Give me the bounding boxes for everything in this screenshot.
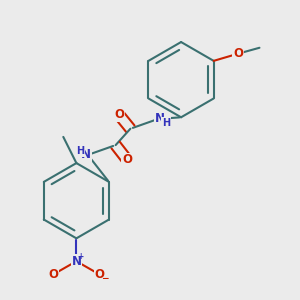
Text: H: H xyxy=(76,146,84,156)
Text: −: − xyxy=(101,274,108,283)
Text: O: O xyxy=(114,108,124,121)
Text: N: N xyxy=(155,112,165,125)
Text: O: O xyxy=(94,268,104,281)
Text: +: + xyxy=(77,252,83,261)
Text: O: O xyxy=(122,153,132,166)
Text: O: O xyxy=(49,268,58,281)
Text: N: N xyxy=(71,255,81,268)
Text: N: N xyxy=(81,148,91,161)
Text: H: H xyxy=(162,118,170,128)
Text: O: O xyxy=(233,47,243,60)
